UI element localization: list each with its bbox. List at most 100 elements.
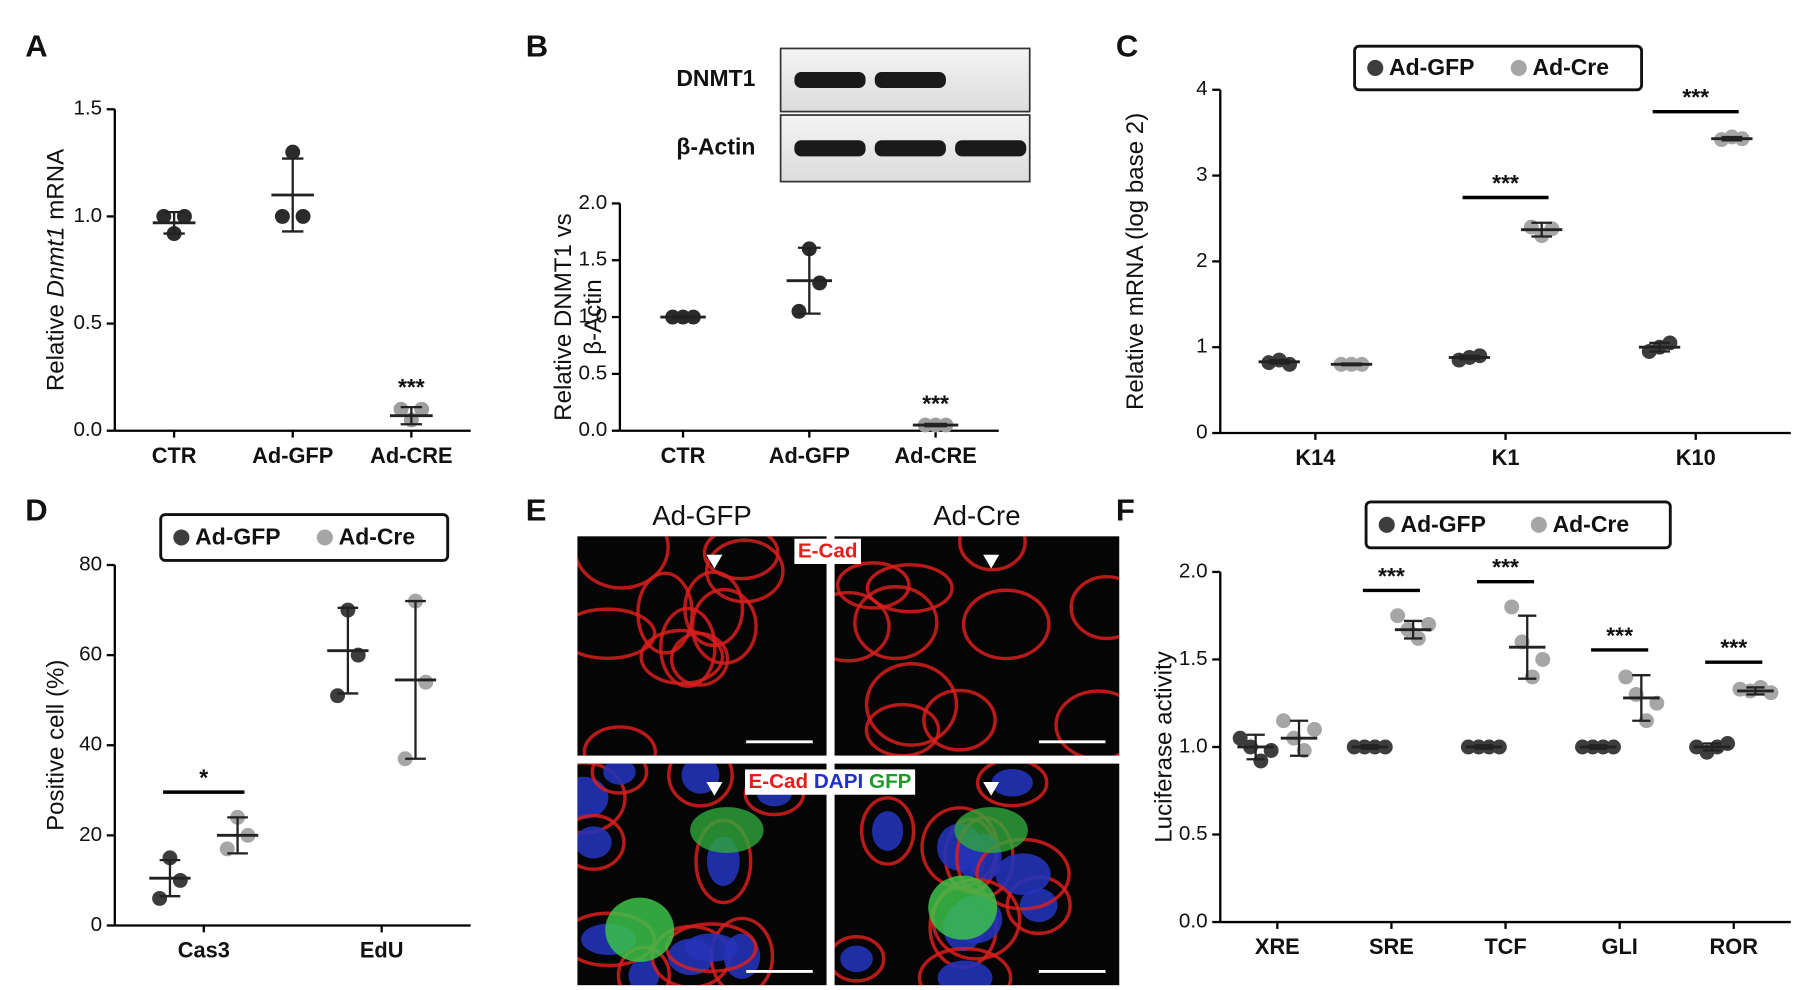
data-point: [274, 208, 290, 224]
y-tick-label: 1.0: [73, 204, 102, 227]
data-point: [1504, 599, 1520, 615]
cell-membrane: [659, 606, 717, 688]
blot-label: β-Actin: [676, 133, 755, 159]
blot-label: DNMT1: [676, 65, 755, 91]
data-point: [285, 144, 301, 160]
significance: ***: [1682, 84, 1709, 110]
arrowhead: [983, 781, 1000, 796]
y-tick-label: 0.0: [1179, 909, 1208, 932]
x-tick-label: CTR: [152, 443, 197, 468]
gfp-cell: [605, 897, 675, 962]
y-axis-label-part: mRNA: [43, 148, 70, 227]
nucleus: [840, 945, 873, 973]
legend-marker: [1367, 59, 1384, 76]
blot-band: [955, 140, 1027, 157]
y-tick-label: 1.5: [1179, 647, 1208, 670]
cell-membrane: [639, 628, 725, 686]
data-point: [418, 674, 434, 690]
x-tick-label: K10: [1676, 445, 1716, 470]
data-point: [1524, 669, 1540, 685]
panel-letter: F: [1116, 492, 1135, 527]
legend-label: Ad-Cre: [1553, 511, 1629, 537]
y-axis-label-part: Dnmt1: [43, 226, 70, 297]
y-axis-label-part: Relative: [43, 297, 70, 391]
gfp-cell: [954, 807, 1028, 854]
y-tick-label: 0.0: [73, 418, 102, 441]
significance: ***: [1606, 622, 1633, 648]
cell-membrane: [917, 946, 1013, 986]
cell-membrane: [961, 588, 1051, 661]
x-tick-label: EdU: [360, 938, 404, 963]
legend-label: Ad-GFP: [195, 524, 280, 550]
blot-band: [794, 71, 866, 89]
significance: ***: [1720, 635, 1747, 661]
y-tick-label: 80: [79, 552, 102, 575]
y-tick-label: 0.5: [73, 311, 102, 334]
data-point: [791, 303, 807, 319]
nucleus: [684, 933, 738, 962]
significance: ***: [1378, 563, 1405, 589]
y-axis-label: Relative DNMT1 vs: [550, 213, 577, 421]
y-tick-label: 4: [1196, 77, 1208, 100]
significance: ***: [922, 391, 949, 417]
legend-label: Ad-GFP: [1401, 511, 1486, 537]
cell-membrane: [1069, 574, 1120, 641]
cell-membrane: [577, 607, 657, 661]
data-point: [1390, 608, 1406, 624]
legend-label: Ad-Cre: [339, 524, 415, 550]
arrowhead: [706, 781, 723, 796]
blot-band: [794, 140, 866, 157]
y-axis-label: Relative mRNA (log base 2): [1122, 113, 1149, 410]
panel-letter: D: [25, 492, 47, 527]
nucleus: [991, 769, 1033, 797]
stain-name: DAPI: [814, 771, 863, 794]
data-point: [812, 275, 828, 291]
micrograph: [834, 536, 1120, 756]
cell-membrane: [636, 571, 694, 655]
stain-label: E-Cad DAPI GFP: [748, 771, 911, 794]
data-point: [393, 401, 409, 417]
cell-membrane: [864, 702, 941, 756]
data-point: [295, 208, 311, 224]
stain-name: E-Cad: [798, 540, 858, 563]
x-tick-label: TCF: [1484, 934, 1526, 959]
micrograph-cells: [834, 536, 1120, 756]
y-tick-label: 1.0: [1179, 734, 1208, 757]
blot-band: [874, 140, 946, 157]
data-point: [1649, 695, 1665, 711]
micrograph-cells: [577, 536, 785, 756]
legend-box: [1353, 44, 1644, 92]
y-tick-label: 2.0: [1179, 559, 1208, 582]
arrowhead: [983, 554, 1000, 569]
cell-membrane: [683, 570, 745, 648]
blot-band: [874, 71, 946, 89]
cell-membrane: [859, 796, 916, 866]
column-label: Ad-GFP: [652, 500, 752, 531]
cell-membrane: [704, 538, 785, 604]
nucleus: [577, 826, 612, 859]
y-tick-label: 60: [79, 643, 102, 666]
cell-membrane: [853, 584, 939, 661]
data-point: [1232, 730, 1248, 746]
data-point: [1720, 736, 1736, 751]
legend-box: [159, 513, 450, 562]
legend-marker: [1510, 59, 1527, 76]
stain-name: E-Cad: [748, 771, 808, 794]
x-tick-label: GLI: [1601, 934, 1637, 959]
cell-membrane: [577, 536, 670, 590]
nucleus: [628, 958, 660, 986]
y-tick-label: 1.5: [73, 97, 102, 120]
x-tick-label: K1: [1492, 445, 1520, 470]
cell-membrane: [690, 587, 758, 665]
cell-membrane: [865, 563, 954, 614]
nucleus: [937, 960, 993, 986]
x-tick-label: Ad-GFP: [769, 443, 850, 468]
legend-label: Ad-Cre: [1533, 54, 1609, 80]
y-tick-label: 0.0: [579, 418, 608, 441]
micrograph-cells: [834, 763, 1072, 986]
y-tick-label: 3: [1196, 163, 1208, 186]
y-axis-label: Relative Dnmt1 mRNA: [43, 148, 70, 391]
data-point: [1276, 713, 1291, 729]
stain-name: GFP: [869, 771, 912, 794]
